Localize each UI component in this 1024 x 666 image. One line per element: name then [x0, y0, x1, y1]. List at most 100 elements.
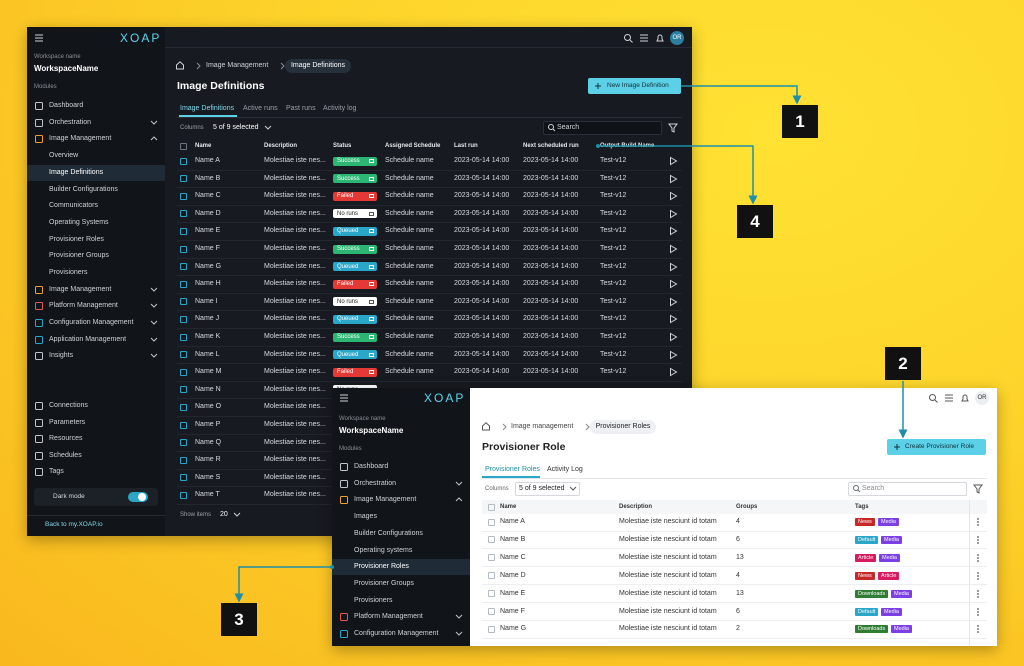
checkbox[interactable] [488, 590, 495, 598]
nav-item[interactable]: Image Management [49, 135, 112, 143]
nav-item[interactable]: Orchestration [49, 118, 92, 126]
nav-item[interactable]: Builder Configurations [354, 529, 423, 537]
checkbox[interactable] [180, 491, 187, 499]
checkbox[interactable] [180, 227, 187, 235]
primary-button[interactable] [887, 439, 986, 455]
checkbox[interactable] [180, 439, 187, 447]
nav-item[interactable]: Operating Systems [49, 218, 109, 226]
nav-item[interactable]: Builder Configurations [49, 185, 118, 193]
nav-item[interactable]: Provisioners [354, 596, 393, 604]
checkbox[interactable] [488, 536, 495, 544]
nav-item[interactable]: Provisioner Groups [354, 579, 414, 587]
checkbox[interactable] [180, 333, 187, 341]
nav-item[interactable]: Overview [49, 152, 79, 160]
checkbox[interactable] [180, 175, 187, 183]
columns-selector[interactable]: 5 of 9 selected [213, 124, 259, 131]
column-header[interactable]: Output Build Name [600, 143, 655, 149]
checkbox[interactable] [180, 456, 187, 464]
tab[interactable]: Past runs [286, 105, 316, 112]
tab[interactable]: Activity log [323, 105, 357, 112]
column-header[interactable]: Description [264, 143, 298, 149]
nav-item[interactable]: Provisioner Roles [49, 235, 104, 243]
tab[interactable]: Activity Log [547, 466, 583, 473]
tab[interactable]: Image Definitions [180, 105, 235, 112]
back-link[interactable]: Back to my.XOAP.io [45, 521, 103, 528]
checkbox[interactable] [180, 142, 187, 150]
nav-item[interactable]: Resources [49, 435, 83, 443]
checkbox[interactable] [180, 351, 187, 359]
cell: Molestiae iste nesciunt id totam [619, 607, 717, 615]
breadcrumb[interactable]: Image Management [206, 62, 269, 69]
sidebar: XOAP Workspace name WorkspaceName Modules Da… [332, 388, 470, 646]
show-items-value[interactable]: 20 [220, 511, 228, 518]
nav-item[interactable]: Parameters [49, 418, 86, 426]
nav-item[interactable]: Provisioners [49, 269, 88, 276]
run-button [670, 244, 678, 254]
checkbox[interactable] [180, 263, 187, 271]
checkbox[interactable] [180, 403, 187, 411]
checkbox[interactable] [180, 421, 187, 429]
checkbox[interactable] [488, 625, 495, 633]
nav-item[interactable]: Configuration Management [354, 630, 439, 637]
nav-item[interactable]: Insights [49, 352, 74, 360]
nav-item[interactable]: Platform Management [49, 302, 118, 310]
nav-item[interactable]: Orchestration [354, 479, 397, 487]
primary-button[interactable] [588, 78, 681, 94]
status-icon [369, 264, 374, 269]
column-header[interactable]: Tags [855, 504, 869, 510]
nav-item[interactable]: Image Management [354, 496, 417, 504]
nav-item[interactable]: Configuration Management [49, 318, 134, 326]
column-header[interactable]: Name [500, 504, 517, 510]
nav-item[interactable]: Application Management [49, 335, 127, 343]
nav-item[interactable]: Communicators [49, 202, 99, 210]
checkbox[interactable] [180, 315, 187, 323]
nav-item[interactable]: Provisioner Roles [354, 563, 409, 571]
checkbox[interactable] [488, 554, 495, 562]
column-header[interactable]: Status [333, 143, 352, 149]
nav-item[interactable]: Tags [49, 468, 64, 476]
checkbox[interactable] [180, 298, 187, 306]
nav-icon [35, 102, 43, 110]
columns-selector-box[interactable] [515, 482, 580, 496]
checkbox[interactable] [180, 157, 187, 165]
checkbox[interactable] [488, 503, 495, 511]
breadcrumb[interactable]: Image management [511, 423, 574, 430]
search-box[interactable] [848, 482, 967, 496]
checkbox[interactable] [180, 368, 187, 376]
column-header[interactable]: Assigned Schedule [385, 143, 441, 149]
row-divider [482, 566, 987, 568]
checkbox[interactable] [180, 386, 187, 394]
nav-item[interactable]: Image Definitions [49, 168, 104, 176]
column-header[interactable]: Groups [736, 504, 758, 510]
tab[interactable]: Active runs [243, 105, 278, 112]
column-header[interactable]: Description [619, 504, 653, 510]
nav-item[interactable]: Images [354, 513, 377, 521]
home-icon [482, 422, 490, 431]
checkbox[interactable] [180, 474, 187, 482]
checkbox[interactable] [180, 245, 187, 253]
checkbox[interactable] [488, 518, 495, 526]
column-header[interactable]: Last run [454, 143, 478, 149]
nav-item[interactable]: Dashboard [354, 463, 389, 470]
search-box[interactable] [543, 121, 662, 135]
checkbox[interactable] [180, 192, 187, 200]
checkbox[interactable] [180, 280, 187, 288]
nav-item[interactable]: Schedules [49, 451, 82, 459]
column-header[interactable]: Name [195, 143, 212, 149]
checkbox[interactable] [180, 210, 187, 218]
checkbox[interactable] [488, 572, 495, 580]
tab[interactable]: Provisioner Roles [485, 466, 540, 473]
nav-item[interactable]: Dashboard [49, 102, 84, 109]
cell: Name E [195, 227, 221, 235]
nav-item[interactable]: Connections [49, 402, 88, 409]
nav-item[interactable]: Operating systems [354, 546, 413, 554]
status-icon [369, 282, 374, 287]
nav-item[interactable]: Provisioner Groups [49, 252, 109, 260]
checkbox[interactable] [488, 608, 495, 615]
chevron [455, 497, 463, 502]
cell: Schedule name [385, 227, 434, 235]
cell: Name A [500, 518, 525, 525]
nav-item[interactable]: Image Management [49, 285, 112, 293]
column-header[interactable]: Next scheduled run [523, 143, 579, 149]
nav-item[interactable]: Platform Management [354, 613, 423, 621]
